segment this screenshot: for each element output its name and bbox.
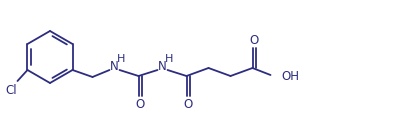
Text: H: H: [165, 54, 174, 64]
Text: O: O: [249, 34, 259, 46]
Text: N: N: [110, 60, 119, 72]
Text: O: O: [136, 98, 145, 110]
Text: O: O: [183, 98, 192, 110]
Text: OH: OH: [282, 70, 300, 82]
Text: N: N: [158, 60, 167, 72]
Text: H: H: [117, 54, 126, 64]
Text: Cl: Cl: [6, 84, 17, 98]
